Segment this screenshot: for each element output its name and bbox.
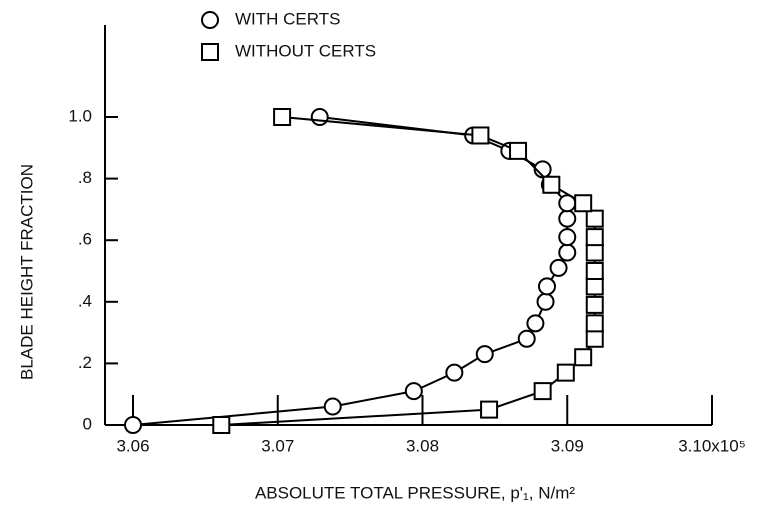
square-marker (542, 175, 561, 194)
square-marker (585, 209, 604, 228)
circle-marker (124, 416, 142, 434)
square-marker (585, 262, 604, 280)
legend-label: WITH CERTS (235, 9, 340, 28)
square-marker (585, 295, 604, 314)
legend-marker (201, 43, 219, 61)
square-marker (480, 400, 499, 419)
y-tick-label: 0 (83, 414, 92, 433)
circle-marker (517, 329, 536, 348)
x-tick-label: 3.09 (551, 436, 584, 455)
x-tick-label: 3.07 (261, 436, 294, 455)
circle-marker (558, 228, 577, 247)
square-marker (585, 277, 604, 296)
square-marker (585, 228, 604, 247)
x-axis-label: ABSOLUTE TOTAL PRESSURE, p'₁, N/m² (255, 483, 575, 502)
y-tick-label: .8 (78, 168, 92, 187)
circle-marker (536, 292, 555, 311)
x-tick-label: 3.10x10⁵ (678, 436, 746, 455)
x-tick-label: 3.08 (406, 436, 439, 455)
circle-marker (404, 382, 423, 401)
circle-marker (558, 243, 577, 262)
legend-marker (201, 11, 219, 29)
square-marker (585, 329, 604, 348)
square-marker (585, 243, 604, 262)
circle-marker (537, 277, 556, 296)
square-marker (471, 126, 490, 145)
square-marker (585, 314, 604, 333)
square-marker (556, 363, 575, 382)
circle-marker (445, 363, 464, 382)
circle-marker (526, 314, 545, 333)
x-tick-label: 3.06 (116, 436, 149, 455)
square-marker (273, 108, 292, 126)
square-marker (533, 382, 552, 401)
y-tick-label: .2 (78, 353, 92, 372)
y-axis-label: BLADE HEIGHT FRACTION (17, 164, 36, 380)
circle-marker (310, 108, 329, 126)
circle-marker (558, 209, 577, 228)
y-tick-label: .4 (78, 291, 92, 310)
square-marker (574, 194, 593, 213)
circle-marker (323, 397, 342, 416)
legend-label: WITHOUT CERTS (235, 41, 376, 60)
circle-marker (475, 345, 494, 364)
series-line (132, 116, 569, 426)
square-marker (574, 348, 593, 367)
square-marker (212, 416, 231, 434)
circle-marker (549, 258, 568, 277)
square-marker (509, 141, 528, 160)
y-tick-label: .6 (78, 230, 92, 249)
y-tick-label: 1.0 (68, 106, 92, 125)
